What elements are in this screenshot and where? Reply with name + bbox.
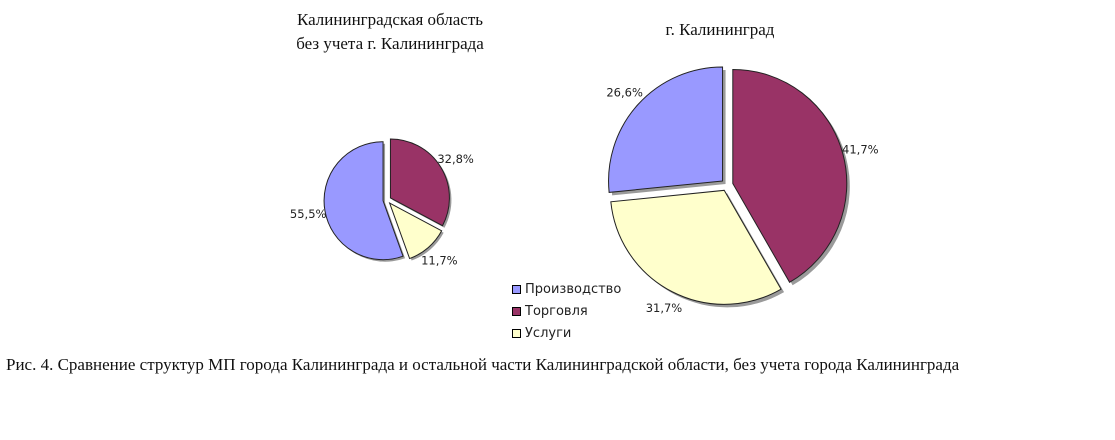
pie2-label-production: 26,6% [606, 85, 643, 99]
legend-item-services: Услуги [512, 322, 621, 344]
pie1-slice-services [388, 201, 443, 260]
legend-swatch-production [512, 284, 521, 294]
legend-item-production: Производство [512, 278, 621, 300]
pie1-slice-trade [389, 138, 450, 227]
legend-swatch-trade [512, 306, 521, 316]
chart-title-line-1: Калининградская область [297, 10, 483, 29]
pie1-label-trade: 32,8% [437, 152, 474, 166]
pie2-label-services: 31,7% [646, 301, 683, 315]
chart-title-city: г. Калининград [665, 20, 775, 39]
pie2-label-trade: 41,7% [842, 142, 879, 156]
pie2-slice-services [610, 189, 782, 305]
pie2-slice-trade [732, 68, 848, 283]
legend-label-production: Производство [525, 281, 622, 297]
pie2-slice-production [608, 66, 724, 193]
legend-label-trade: Торговля [525, 303, 588, 319]
legend-swatch-services [512, 328, 521, 338]
legend-item-trade: Торговля [512, 300, 621, 322]
legend-label-services: Услуги [525, 325, 572, 341]
chart-title-line-2: без учета г. Калининграда [296, 34, 484, 53]
pie1-label-services: 11,7% [421, 254, 458, 268]
legend: Производство Торговля Услуги [512, 278, 621, 344]
pie1-label-production: 55,5% [290, 207, 327, 221]
chart-title-region: Калининградская область без учета г. Кал… [250, 8, 530, 56]
figure-caption: Рис. 4. Сравнение структур МП города Кал… [6, 355, 960, 374]
pie1-slice-production [323, 141, 404, 261]
